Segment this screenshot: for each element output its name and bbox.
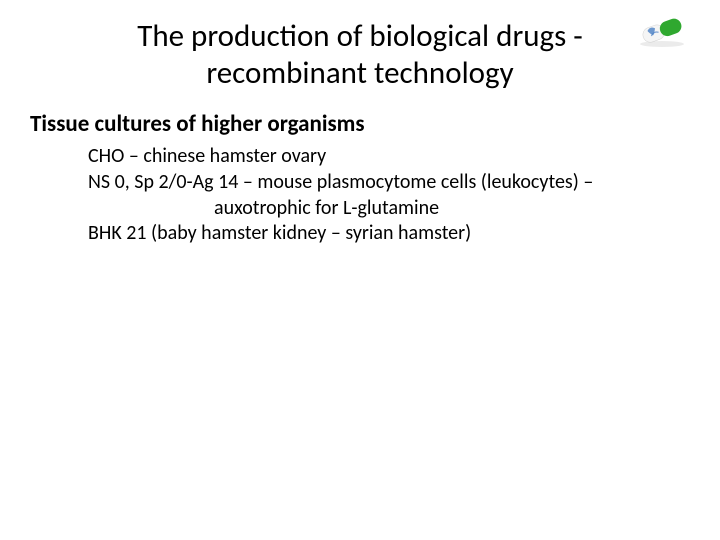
pill-capsule-icon [634, 12, 690, 48]
body-line-2-indent: auxotrophic for L-glutamine [88, 196, 690, 222]
title-line-2: recombinant technology [206, 54, 513, 92]
slide-content: The production of biological drugs - rec… [0, 0, 720, 247]
body-line-3: BHK 21 (baby hamster kidney – syrian ham… [88, 221, 690, 247]
slide-title: The production of biological drugs - rec… [30, 18, 690, 92]
body-text: CHO – chinese hamster ovary NS 0, Sp 2/0… [30, 144, 690, 246]
slide-subtitle: Tissue cultures of higher organisms [30, 110, 690, 138]
body-line-1: CHO – chinese hamster ovary [88, 144, 690, 170]
title-line-1: The production of biological drugs - [137, 17, 583, 55]
body-line-2: NS 0, Sp 2/0-Ag 14 – mouse plasmocytome … [88, 170, 690, 196]
